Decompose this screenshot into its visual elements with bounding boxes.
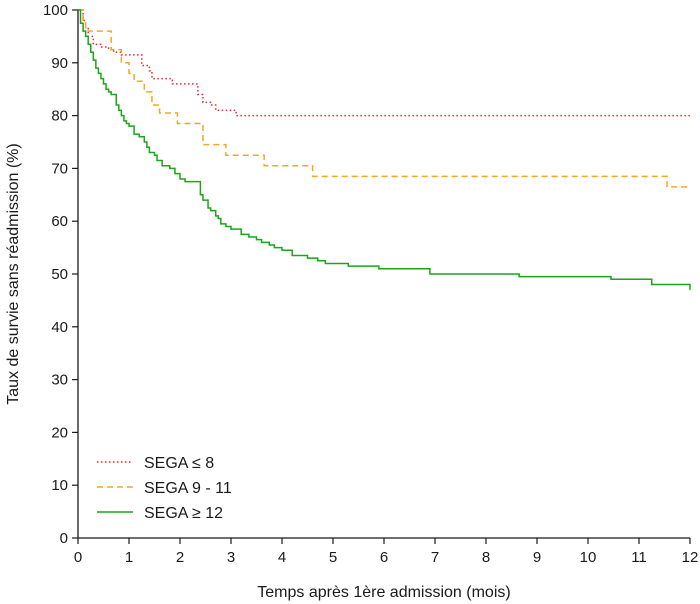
y-tick-label: 30 xyxy=(51,372,68,389)
x-tick-label: 10 xyxy=(580,549,597,566)
y-tick-label: 70 xyxy=(51,160,68,177)
x-tick-label: 0 xyxy=(74,549,82,566)
legend: SEGA ≤ 8 SEGA 9 - 11 SEGA ≥ 12 xyxy=(97,455,232,522)
legend-item-sega-9-11: SEGA 9 - 11 xyxy=(97,480,232,497)
y-ticks: 0 10 20 30 40 50 60 70 80 90 100 xyxy=(43,2,78,547)
x-tick-label: 1 xyxy=(125,549,133,566)
legend-item-sega-le-8: SEGA ≤ 8 xyxy=(97,455,214,472)
legend-label-sega-ge-12: SEGA ≥ 12 xyxy=(144,505,223,522)
x-tick-label: 4 xyxy=(278,549,286,566)
legend-label-sega-9-11: SEGA 9 - 11 xyxy=(144,480,232,497)
legend-label-sega-le-8: SEGA ≤ 8 xyxy=(144,455,214,472)
y-tick-label: 60 xyxy=(51,213,68,230)
x-tick-label: 3 xyxy=(227,549,235,566)
x-tick-label: 6 xyxy=(380,549,388,566)
y-tick-label: 10 xyxy=(51,477,68,494)
x-tick-label: 8 xyxy=(482,549,490,566)
series-line-2 xyxy=(78,9,690,188)
series-line-3 xyxy=(78,9,691,290)
x-tick-label: 9 xyxy=(533,549,541,566)
x-ticks: 0 1 2 3 4 5 6 7 8 9 10 11 12 xyxy=(74,538,699,566)
y-axis-title: Taux de survie sans réadmission (%) xyxy=(5,143,22,404)
y-tick-label: 0 xyxy=(60,530,68,547)
x-tick-label: 12 xyxy=(682,549,699,566)
series-lines xyxy=(78,9,691,290)
y-tick-label: 100 xyxy=(43,2,68,19)
x-tick-label: 2 xyxy=(176,549,184,566)
y-tick-label: 80 xyxy=(51,108,68,125)
y-tick-label: 40 xyxy=(51,319,68,336)
x-axis-title: Temps après 1ère admission (mois) xyxy=(257,584,510,601)
y-tick-label: 20 xyxy=(51,424,68,441)
x-tick-label: 5 xyxy=(329,549,337,566)
x-tick-label: 11 xyxy=(631,549,647,566)
y-tick-label: 90 xyxy=(51,55,68,72)
series-line-1 xyxy=(78,9,690,117)
x-tick-label: 7 xyxy=(431,549,439,566)
legend-item-sega-ge-12: SEGA ≥ 12 xyxy=(97,505,223,522)
y-tick-label: 50 xyxy=(51,266,68,283)
